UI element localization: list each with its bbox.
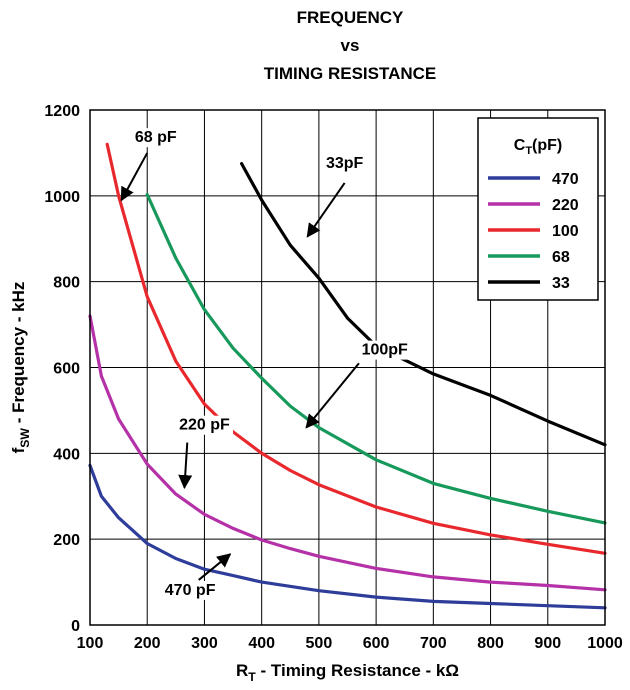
legend-label: 220	[552, 197, 579, 214]
y-tick-label: 200	[53, 532, 80, 549]
legend-label: 33	[552, 275, 570, 292]
series-lines	[88, 142, 607, 610]
annotation-arrow	[305, 362, 360, 429]
x-tick-label: 600	[363, 635, 390, 652]
x-tick-label: 900	[534, 635, 561, 652]
annotation-label-bg	[161, 580, 219, 600]
annotation-label-bg	[176, 415, 234, 435]
annotation-label: 220 pF	[179, 417, 230, 434]
x-axis-label: RT - Timing Resistance - kΩ	[236, 661, 459, 684]
annotation-arrow	[120, 152, 149, 202]
annotation-label-bg	[131, 128, 180, 148]
axes: 100 200 300 400 500 600 700 800 900 1000 0 200 400 60…	[9, 103, 623, 684]
x-tick-label: 100	[77, 635, 104, 652]
y-axis-label: fSW - Frequency - kHz	[9, 282, 32, 454]
annotations: 68 pF 33pF 100pF 220 pF 470 pF	[120, 128, 412, 600]
chart-title-line-2: vs	[340, 36, 360, 55]
legend-label: 100	[552, 223, 579, 240]
legend-box	[477, 117, 599, 301]
annotation-label: 100pF	[362, 342, 408, 359]
y-tick-label: 1200	[44, 103, 80, 120]
y-tick-label: 0	[71, 618, 80, 635]
x-tick-label: 700	[420, 635, 447, 652]
x-tick-label: 300	[191, 635, 218, 652]
legend-title-sub: T	[525, 145, 532, 157]
annotation-arrow	[198, 553, 232, 581]
x-tick-label: 800	[477, 635, 504, 652]
x-tick-label: 1000	[587, 635, 623, 652]
legend-label: 470	[552, 171, 579, 188]
y-tick-label: 1000	[44, 189, 80, 206]
chart-title-line-1: FREQUENCY	[296, 8, 404, 27]
legend-label: 68	[552, 249, 570, 266]
annotation-label-bg	[358, 340, 412, 360]
plot-frame	[89, 109, 606, 626]
x-tick-label: 400	[248, 635, 275, 652]
axis-label-main: f	[9, 447, 28, 453]
axis-label-sub: SW	[18, 428, 32, 448]
series-line-s33	[240, 162, 607, 447]
axis-label-rest: - Timing Resistance - kΩ	[256, 661, 459, 680]
y-tick-label: 400	[53, 446, 80, 463]
annotation-label: 68 pF	[135, 129, 177, 146]
series-line-s470	[88, 463, 607, 610]
x-tick-label: 500	[306, 635, 333, 652]
annotation-label-bg	[322, 153, 367, 173]
annotation-arrow	[306, 182, 346, 238]
legend-title: CT(pF)	[514, 137, 563, 157]
series-line-s220	[88, 314, 607, 592]
x-tick-label: 200	[134, 635, 161, 652]
annotation-label: 33pF	[326, 155, 364, 172]
legend-title-rest: (pF)	[532, 137, 562, 154]
y-tick-label: 600	[53, 361, 80, 378]
series-line-s100	[105, 142, 607, 555]
axis-label-sub: T	[248, 670, 256, 684]
legend: CT(pF) 470 220 100 68 33	[477, 117, 599, 301]
annotation-arrow	[178, 442, 193, 490]
chart-title-line-3: TIMING RESISTANCE	[263, 64, 437, 83]
axis-label-rest: - Frequency - kHz	[9, 282, 28, 428]
series-line-s68	[145, 192, 607, 525]
axis-label-main: R	[236, 661, 248, 680]
y-tick-label: 800	[53, 275, 80, 292]
annotation-label: 470 pF	[165, 582, 216, 599]
legend-title-main: C	[514, 137, 526, 154]
